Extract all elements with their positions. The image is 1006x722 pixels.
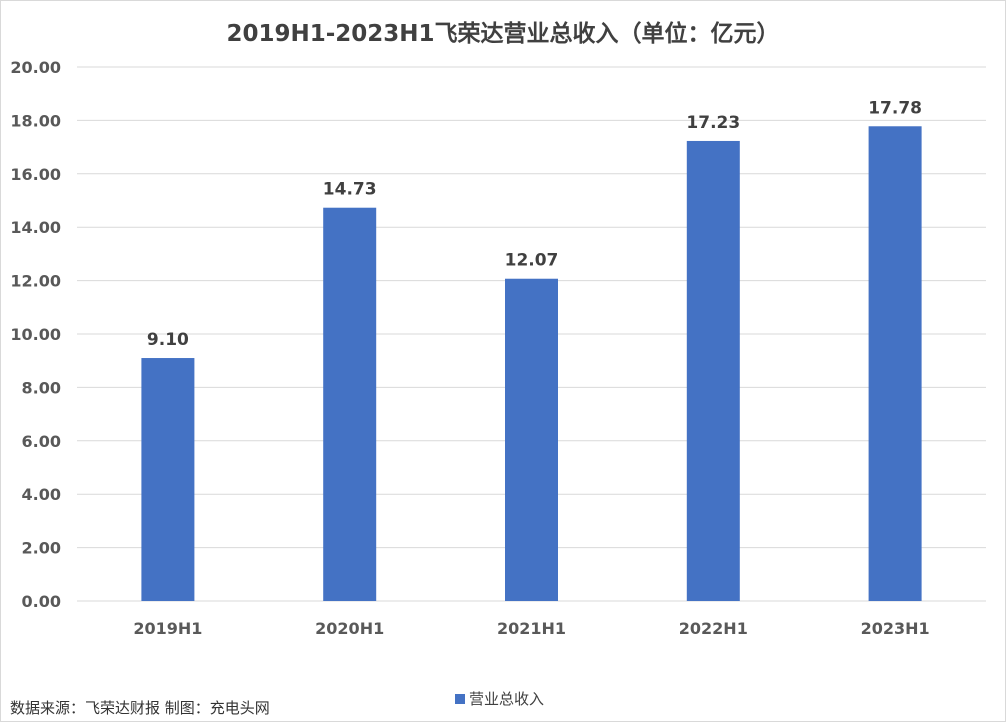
y-tick-label: 16.00 bbox=[10, 165, 61, 184]
data-label: 12.07 bbox=[505, 251, 559, 271]
x-tick-label: 2020H1 bbox=[315, 619, 384, 638]
y-tick-label: 6.00 bbox=[22, 432, 61, 451]
bar-2023H1 bbox=[868, 126, 922, 602]
y-tick-label: 10.00 bbox=[10, 325, 61, 344]
legend-swatch bbox=[455, 693, 465, 704]
data-label: 17.23 bbox=[686, 113, 740, 133]
legend-label: 营业总收入 bbox=[469, 690, 545, 708]
y-tick-label: 20.00 bbox=[10, 58, 61, 77]
chart-title: 2019H1-2023H1飞荣达营业总收入（单位：亿元） bbox=[226, 21, 780, 47]
data-label: 14.73 bbox=[323, 180, 377, 200]
data-labels: 9.10 14.73 12.07 17.23 17.78 bbox=[147, 98, 922, 350]
y-tick-label: 8.00 bbox=[22, 378, 61, 397]
x-axis-ticks: 2019H1 2020H1 2021H1 2022H1 2023H1 bbox=[133, 619, 929, 638]
y-tick-label: 18.00 bbox=[10, 111, 61, 130]
y-tick-label: 12.00 bbox=[10, 272, 61, 291]
source-note: 数据来源：飞荣达财报 制图：充电头网 bbox=[10, 699, 270, 717]
y-axis-ticks: 0.00 2.00 4.00 6.00 8.00 10.00 12.00 14.00 16.00… bbox=[10, 58, 61, 611]
x-tick-label: 2023H1 bbox=[861, 619, 930, 638]
legend: 营业总收入 bbox=[455, 688, 544, 709]
x-tick-label: 2019H1 bbox=[133, 619, 202, 638]
y-tick-label: 14.00 bbox=[10, 218, 61, 237]
y-tick-label: 4.00 bbox=[22, 485, 61, 504]
bar-2021H1 bbox=[505, 278, 558, 601]
bar-2020H1 bbox=[323, 207, 377, 602]
x-tick-label: 2022H1 bbox=[679, 619, 748, 638]
bar-2022H1 bbox=[686, 140, 740, 602]
data-label: 17.78 bbox=[868, 98, 922, 118]
bars bbox=[141, 126, 922, 602]
x-tick-label: 2021H1 bbox=[497, 619, 566, 638]
y-tick-label: 0.00 bbox=[22, 592, 61, 611]
y-tick-label: 2.00 bbox=[22, 539, 61, 558]
bar-2019H1 bbox=[141, 358, 195, 601]
data-label: 9.10 bbox=[147, 330, 189, 350]
